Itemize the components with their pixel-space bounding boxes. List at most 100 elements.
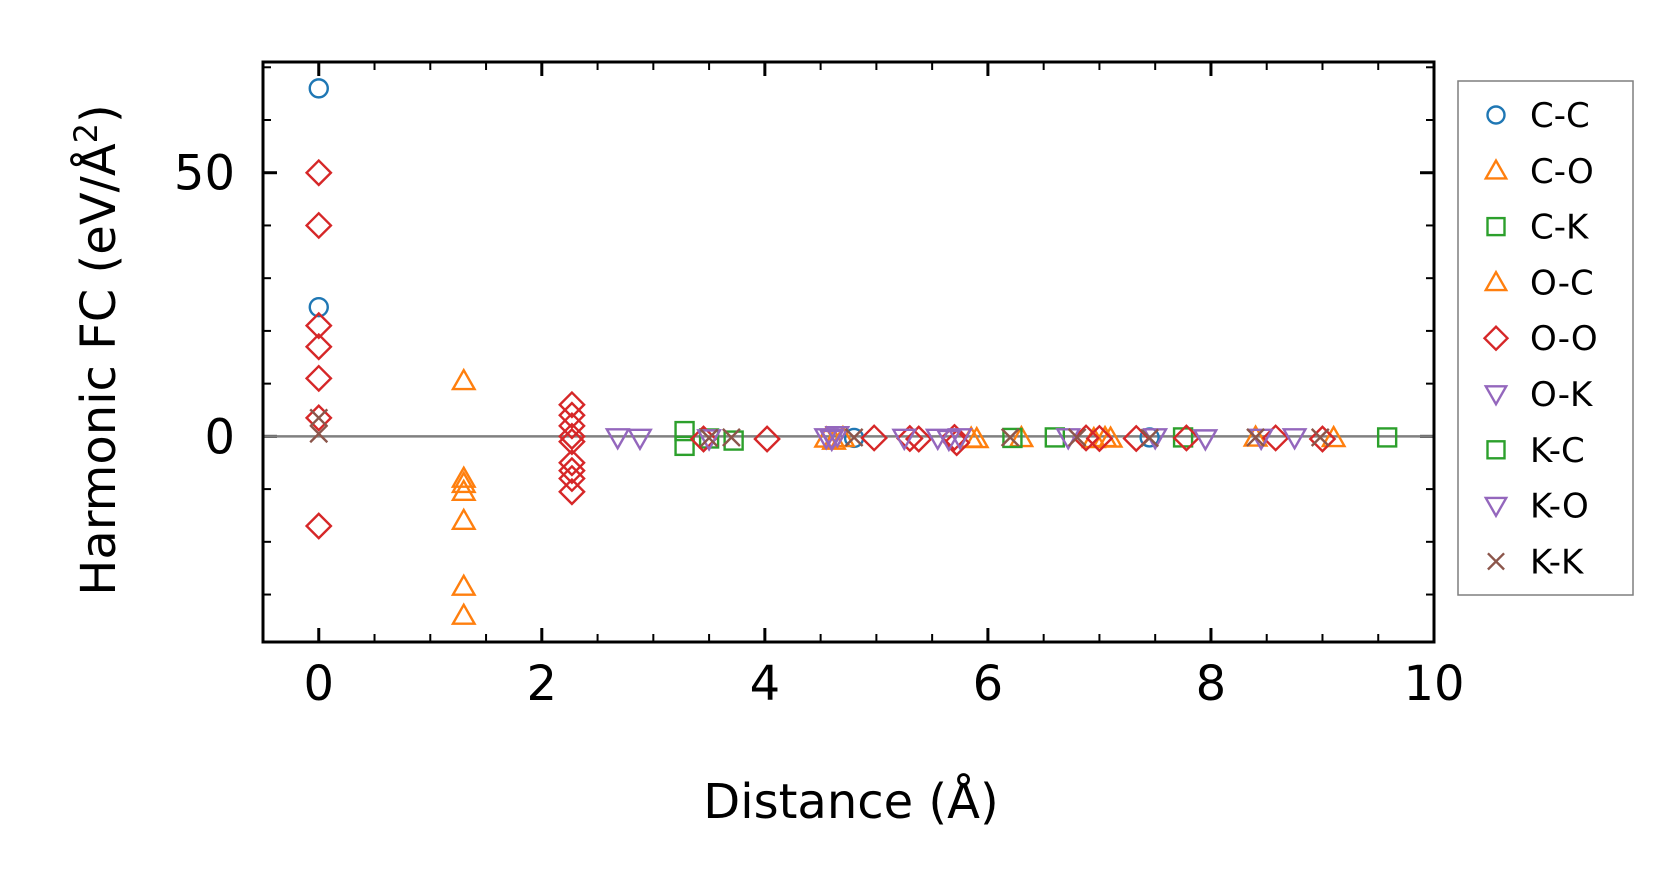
y-axis-title-superscript: 2	[67, 123, 105, 143]
minor-ticks	[262, 62, 1434, 642]
point-o-o	[1261, 424, 1290, 452]
point-o-o	[753, 425, 781, 453]
point-o-k	[891, 428, 918, 452]
legend-label-k-k: K-K	[1530, 542, 1585, 582]
point-o-k	[824, 426, 851, 449]
point-o-k	[1192, 429, 1219, 452]
point-o-o	[304, 404, 333, 432]
legend: C-C C-O C-K O-C O-O O-K K-C K-O K-K	[1457, 80, 1634, 596]
legend-label-k-c: K-C	[1530, 431, 1585, 471]
point-o-o	[304, 364, 333, 393]
point-o-k	[947, 428, 973, 451]
point-c-o	[1320, 424, 1347, 448]
point-o-o	[558, 401, 586, 430]
point-o-k	[604, 428, 631, 451]
point-k-k	[309, 408, 329, 428]
point-o-o	[304, 211, 333, 240]
major-ticks	[263, 62, 1436, 642]
x-tick-label: 0	[303, 656, 334, 712]
point-c-o	[450, 602, 477, 625]
point-o-o	[558, 464, 586, 493]
point-o-o	[895, 424, 924, 453]
point-o-k	[1281, 428, 1308, 451]
y-axis-title-close: )	[71, 104, 127, 123]
y-tick-label: 50	[174, 146, 235, 202]
point-k-c	[1376, 427, 1398, 448]
point-o-o	[1172, 424, 1201, 452]
legend-marker-o-k	[1483, 385, 1509, 407]
tick-labels: 0 2 4 6 8 10 0 50	[174, 146, 1465, 712]
series-c-c	[308, 78, 1160, 449]
x-tick-label: 10	[1403, 656, 1464, 712]
point-k-k	[1246, 428, 1265, 447]
point-k-k	[1067, 428, 1087, 447]
point-o-o	[304, 332, 333, 361]
legend-label-c-o: C-O	[1530, 152, 1594, 192]
legend-marker-k-k	[1487, 552, 1505, 571]
point-c-o	[450, 573, 477, 596]
point-o-o	[558, 390, 586, 419]
legend-label-o-k: O-K	[1530, 375, 1594, 415]
point-c-o	[450, 465, 477, 488]
point-k-k	[844, 428, 864, 447]
point-o-o	[304, 512, 333, 540]
series-c-k	[674, 420, 1194, 457]
point-o-o	[1072, 424, 1100, 452]
point-c-o	[450, 478, 477, 502]
series-k-k	[309, 408, 1330, 448]
point-o-o	[1308, 425, 1337, 453]
point-c-c	[308, 78, 329, 99]
point-o-o	[860, 424, 888, 452]
point-o-o	[1085, 424, 1114, 453]
legend-label-o-o: O-O	[1530, 319, 1598, 359]
series-o-o	[304, 158, 1337, 540]
point-c-c	[308, 296, 329, 318]
point-k-o	[696, 429, 722, 452]
plot-frame	[261, 60, 1436, 644]
x-tick-label: 8	[1196, 656, 1227, 712]
point-c-o	[450, 367, 477, 391]
point-c-k	[1044, 427, 1066, 448]
point-o-o	[558, 411, 586, 440]
point-c-o	[821, 427, 847, 450]
point-o-k	[1248, 428, 1275, 452]
point-k-k	[699, 428, 719, 448]
legend-marker-c-k	[1486, 216, 1506, 237]
point-k-o	[818, 428, 845, 452]
point-c-k	[674, 435, 695, 457]
point-o-o	[304, 311, 333, 340]
legend-marker-c-c	[1486, 105, 1506, 125]
point-c-k	[1002, 427, 1023, 449]
point-c-k	[723, 430, 744, 451]
point-k-k	[1000, 428, 1020, 447]
x-tick-label: 4	[750, 656, 781, 712]
data-markers	[304, 78, 1398, 625]
point-k-k	[1140, 428, 1160, 448]
series-k-c	[1376, 427, 1398, 448]
legend-label-c-c: C-C	[1530, 96, 1590, 136]
point-c-o	[450, 470, 477, 494]
legend-marker-k-c	[1486, 440, 1506, 460]
legend-marker-c-o	[1483, 158, 1509, 180]
x-axis-title: Distance (Å)	[703, 773, 998, 830]
point-o-o	[904, 425, 933, 453]
y-axis-title: Harmonic FC (eV/Å2)	[67, 104, 127, 596]
point-c-o	[450, 507, 477, 531]
y-tick-label: 0	[204, 409, 235, 465]
point-o-k	[627, 428, 653, 452]
point-o-o	[1122, 424, 1151, 453]
point-c-k	[674, 420, 695, 442]
series-c-o	[450, 367, 1347, 625]
point-o-o	[558, 427, 586, 456]
x-tick-label: 6	[973, 656, 1004, 712]
legend-label-o-c: O-C	[1530, 263, 1594, 303]
legend-label-k-o: K-O	[1530, 487, 1589, 527]
legend-marker-o-o	[1482, 325, 1510, 352]
point-k-o	[924, 428, 951, 452]
point-o-o	[558, 477, 586, 506]
point-o-c	[1242, 424, 1269, 447]
point-o-o	[558, 422, 586, 451]
point-o-o	[558, 456, 586, 485]
point-k-k	[1310, 428, 1330, 447]
